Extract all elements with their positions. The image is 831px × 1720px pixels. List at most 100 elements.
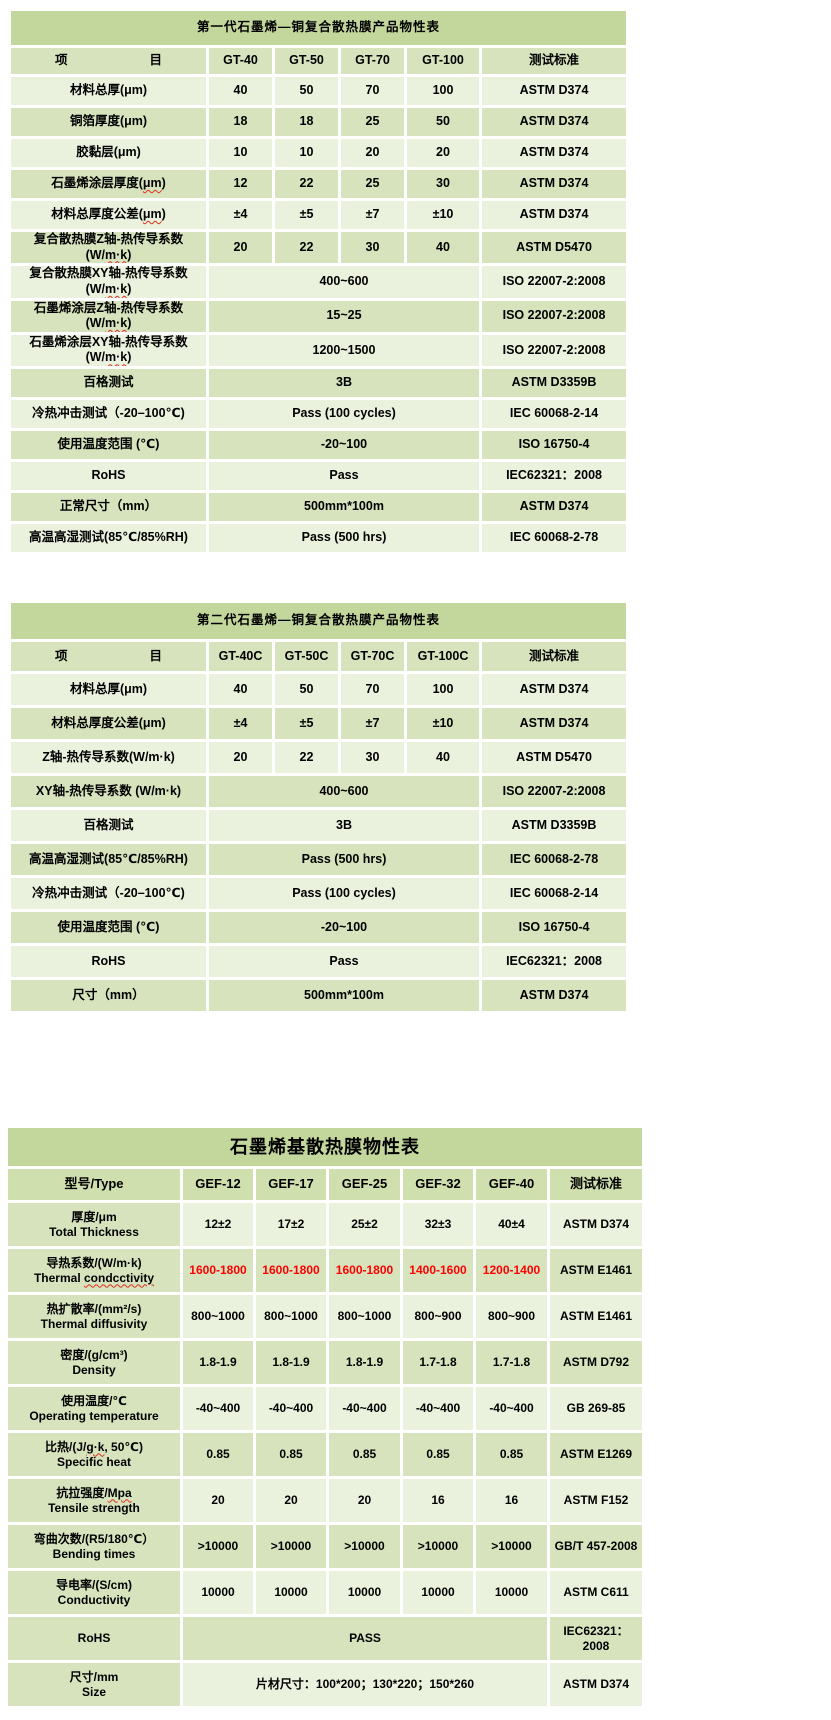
row-label-cn: 高温高湿测试(85℃/85%RH) xyxy=(13,852,204,868)
standard-cell: ISO 22007-2:2008 xyxy=(478,331,630,370)
standard-cell: GB/T 457-2008 xyxy=(546,1522,646,1571)
column-header: GEF-40 xyxy=(473,1166,550,1203)
column-header: GT-40 xyxy=(206,45,275,77)
value-cell: 800~1000 xyxy=(253,1292,329,1341)
value-cell: 32±3 xyxy=(400,1200,476,1249)
value-cell: 30 xyxy=(404,167,482,201)
table1-title: 第一代石墨烯—铜复合散热膜产品物性表 xyxy=(7,8,630,48)
label-text: 复合散热膜Z轴-热传导系数(W/ xyxy=(33,232,184,262)
label-text: 抗拉强度/ xyxy=(56,1485,108,1500)
row-label: 石墨烯涂层Z轴-热传导系数(W/m·k) xyxy=(8,297,209,335)
row-label: 厚度/μm Total Thickness xyxy=(5,1200,183,1249)
value-cell-span: 3B xyxy=(206,807,482,844)
table-row: 弯曲次数/(R5/180℃） Bending times >10000 >10000 >… xyxy=(5,1522,646,1571)
table2-header-row: 项 目 GT-40C GT-50C GT-70C GT-100C 测试标准 xyxy=(8,639,630,674)
standard-cell: ISO 22007-2:2008 xyxy=(478,263,630,301)
table-row: 导电率/(S/cm) Conductivity 10000 10000 10000 100… xyxy=(5,1568,646,1617)
value-cell-span: -20~100 xyxy=(206,909,482,946)
table-row: 热扩散率/(mm²/s) Thermal diffusivity 800~1000 8… xyxy=(5,1292,646,1341)
value-cell-span: 3B xyxy=(206,366,482,400)
table-row: RoHS Pass IEC62321：2008 xyxy=(8,459,630,493)
value-cell: ±4 xyxy=(206,705,275,742)
row-label: 密度/(g/cm³) Density xyxy=(5,1338,183,1387)
label-text: 使用温度范围 (℃) xyxy=(57,437,160,452)
label-text: Total Thickness xyxy=(49,1224,139,1239)
row-label: 尺寸（mm） xyxy=(8,977,209,1014)
standard-header: 测试标准 xyxy=(478,45,630,77)
row-label-cn: Z轴-热传导系数(W/m·k) xyxy=(13,750,204,766)
row-label-cn: 使用温度范围 (℃) xyxy=(13,437,204,453)
row-label-cn: 石墨烯涂层XY轴-热传导系数 (W/m·k) xyxy=(13,336,204,364)
row-label-cn: 比热/(J/g·k, 50℃) xyxy=(10,1440,178,1455)
row-label: 冷热冲击测试（-20–100℃) xyxy=(8,397,209,431)
label-text: XY轴-热传导系数 (W/m·k) xyxy=(35,783,182,798)
value-cell: 40 xyxy=(404,739,482,776)
column-header: GEF-25 xyxy=(326,1166,403,1203)
value-cell: -40~400 xyxy=(253,1384,329,1433)
value-cell: >10000 xyxy=(253,1522,329,1571)
value-cell-span: 400~600 xyxy=(206,773,482,810)
row-label-cn: 弯曲次数/(R5/180℃） xyxy=(10,1532,178,1547)
value-cell: 25±2 xyxy=(326,1200,403,1249)
value-cell: 40 xyxy=(404,228,482,267)
row-label: RoHS xyxy=(5,1614,183,1663)
item-header-cell: 项 目 xyxy=(8,639,209,674)
table-row: RoHS PASS IEC62321：2008 xyxy=(5,1614,646,1663)
value-cell-span: Pass xyxy=(206,943,482,980)
value-cell: 20 xyxy=(338,136,407,170)
value-cell: ±5 xyxy=(272,198,341,232)
label-text: 胶黏层(μm) xyxy=(76,145,141,160)
value-cell: 100 xyxy=(404,671,482,708)
table-row: 材料总厚(μm) 40 50 70 100 ASTM D374 xyxy=(8,74,630,108)
standard-cell: ASTM D374 xyxy=(478,167,630,201)
value-cell-span: 片材尺寸：100*200；130*220；150*260 xyxy=(180,1660,550,1709)
value-cell-span: Pass (500 hrs) xyxy=(206,521,482,555)
table-row: 厚度/μm Total Thickness 12±2 17±2 25±2 32±3 40±4… xyxy=(5,1200,646,1249)
label-text: RoHS xyxy=(91,953,126,968)
value-cell: >10000 xyxy=(473,1522,550,1571)
row-label: 热扩散率/(mm²/s) Thermal diffusivity xyxy=(5,1292,183,1341)
standard-cell: ASTM D5470 xyxy=(478,739,630,776)
table-row: 石墨烯涂层厚度(μm) 12 22 25 30 ASTM D374 xyxy=(8,167,630,201)
misspelled-text: μm xyxy=(142,207,162,222)
column-header: GT-50C xyxy=(272,639,341,674)
value-cell: 40 xyxy=(206,74,275,108)
value-cell: 1.7-1.8 xyxy=(473,1338,550,1387)
value-cell: 20 xyxy=(404,136,482,170)
table2-gen2-graphene-copper-film: 第二代石墨烯—铜复合散热膜产品物性表 项 目 GT-40C GT-50C GT-… xyxy=(7,600,630,1014)
row-label-en: Thermal condcctivity xyxy=(10,1271,178,1286)
standard-cell: ASTM D374 xyxy=(478,105,630,139)
standard-header: 测试标准 xyxy=(478,639,630,674)
row-label: 石墨烯涂层厚度(μm) xyxy=(8,167,209,201)
table-row: 比热/(J/g·k, 50℃) Specific heat 0.85 0.85 0.85… xyxy=(5,1430,646,1479)
label-text: Size xyxy=(81,1684,106,1699)
value-cell-span: Pass xyxy=(206,459,482,493)
value-cell: 40 xyxy=(206,671,275,708)
value-cell: 1200-1400 xyxy=(473,1246,550,1295)
label-text: Specific heat xyxy=(56,1454,132,1469)
table-row: XY轴-热传导系数 (W/m·k) 400~600 ISO 22007-2:2008 xyxy=(8,773,630,810)
value-cell-span: 1200~1500 xyxy=(206,331,482,370)
standard-cell: IEC 60068-2-14 xyxy=(478,875,630,912)
row-label-cn: 材料总厚度公差(μm) xyxy=(13,207,204,223)
value-cell: 10000 xyxy=(326,1568,403,1617)
table-row: RoHS Pass IEC62321：2008 xyxy=(8,943,630,980)
item-header-left: 项 xyxy=(55,53,68,68)
standard-cell: ASTM D374 xyxy=(478,74,630,108)
table-row: 石墨烯涂层Z轴-热传导系数(W/m·k) 15~25 ISO 22007-2:200… xyxy=(8,297,630,335)
label-text: 材料总厚(μm) xyxy=(69,83,148,98)
value-cell-span: 15~25 xyxy=(206,297,482,335)
value-cell: 16 xyxy=(473,1476,550,1525)
table-row: 尺寸（mm） 500mm*100m ASTM D374 xyxy=(8,977,630,1014)
table-row: 冷热冲击测试（-20–100℃) Pass (100 cycles) IEC 600… xyxy=(8,397,630,431)
table-row: 材料总厚度公差(μm) ±4 ±5 ±7 ±10 ASTM D374 xyxy=(8,705,630,742)
table-row: 铜箔厚度(μm) 18 18 25 50 ASTM D374 xyxy=(8,105,630,139)
standard-cell: ASTM D374 xyxy=(546,1660,646,1709)
table-row: 使用温度范围 (℃) -20~100 ISO 16750-4 xyxy=(8,428,630,462)
table-row: 高温高湿测试(85℃/85%RH) Pass (500 hrs) IEC 60068… xyxy=(8,841,630,878)
label-text: 导热系数/(W/m·k) xyxy=(46,1255,142,1270)
item-header-right: 目 xyxy=(149,648,162,663)
row-label-cn: 复合散热膜XY轴-热传导系数 (W/m·k) xyxy=(13,268,204,296)
row-label: Z轴-热传导系数(W/m·k) xyxy=(8,739,209,776)
value-cell: >10000 xyxy=(180,1522,256,1571)
